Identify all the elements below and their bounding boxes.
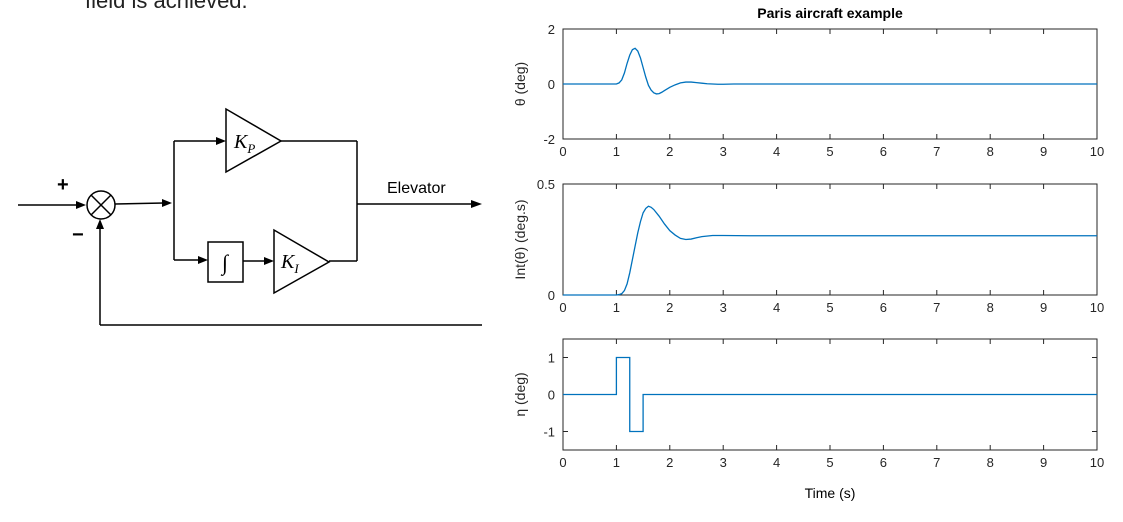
output-arrowhead [471,200,482,208]
x-tick-label-int_theta: 5 [826,300,833,315]
x-tick-label-theta: 10 [1090,144,1104,159]
block-diagram [18,107,482,326]
x-tick-label-theta: 7 [933,144,940,159]
x-tick-label-eta: 10 [1090,455,1104,470]
kp-input-arrowhead [216,137,226,145]
junction-output-line [114,202,165,205]
x-tick-label-eta: 7 [933,455,940,470]
series-line-int_theta [563,205,1097,296]
x-tick-label-theta: 4 [773,144,780,159]
x-tick-label-int_theta: 9 [1040,300,1047,315]
y-tick-label-int_theta: 0 [548,288,555,303]
x-tick-label-theta: 6 [880,144,887,159]
summing-junction-cross-b [90,194,112,216]
x-tick-label-int_theta: 7 [933,300,940,315]
y-axis-label-theta: θ (deg) [512,62,528,106]
y-tick-label-int_theta: 0.5 [537,177,555,192]
feedback-arrowhead [96,219,104,229]
x-tick-label-int_theta: 8 [987,300,994,315]
x-tick-label-eta: 5 [826,455,833,470]
top-text: field is achieved. [85,0,248,13]
x-tick-label-theta: 0 [559,144,566,159]
x-tick-label-theta: 2 [666,144,673,159]
integrator-output-arrowhead [264,257,274,265]
x-tick-label-eta: 6 [880,455,887,470]
x-tick-label-eta: 1 [613,455,620,470]
integrator-symbol: ∫ [220,250,230,276]
integrator-input-arrowhead [198,256,208,264]
x-tick-label-int_theta: 2 [666,300,673,315]
integrator-block [207,241,244,283]
ki-label-main: K [280,251,296,273]
x-tick-label-theta: 3 [720,144,727,159]
kp-gain-block [225,107,283,174]
y-tick-label-theta: 0 [548,77,555,92]
x-tick-label-theta: 9 [1040,144,1047,159]
minus-sign: − [72,224,84,246]
kp-label-sub: P [246,141,255,156]
y-axis-label-int_theta: Int(θ) (deg.s) [512,199,528,279]
x-tick-label-eta: 8 [987,455,994,470]
x-tick-label-int_theta: 6 [880,300,887,315]
y-tick-label-theta: -2 [543,132,555,147]
y-axis-label-eta: η (deg) [512,372,528,416]
input-arrowhead [76,201,86,209]
plot-area-int_theta [562,183,1098,296]
series-line-eta [563,356,1097,433]
y-tick-label-theta: 2 [548,22,555,37]
output-label: Elevator [387,180,446,197]
ki-gain-block [273,228,331,295]
x-tick-label-int_theta: 4 [773,300,780,315]
kp-label-main: K [233,131,249,153]
ki-label-sub: I [293,261,299,276]
x-axis-label: Time (s) [805,485,856,501]
x-tick-label-int_theta: 1 [613,300,620,315]
series-line-theta [563,47,1097,95]
x-tick-label-eta: 0 [559,455,566,470]
x-tick-label-theta: 8 [987,144,994,159]
x-tick-label-int_theta: 0 [559,300,566,315]
x-tick-label-int_theta: 3 [720,300,727,315]
kp-label: KP [233,131,255,156]
x-tick-label-eta: 2 [666,455,673,470]
x-tick-label-eta: 4 [773,455,780,470]
y-tick-label-eta: 1 [548,351,555,366]
plus-sign: + [57,174,69,196]
figure-title: Paris aircraft example [757,5,903,21]
x-tick-label-int_theta: 10 [1090,300,1104,315]
junction-output-arrowhead [162,199,172,207]
x-tick-label-eta: 9 [1040,455,1047,470]
x-tick-label-theta: 5 [826,144,833,159]
y-tick-label-eta: -1 [543,425,555,440]
y-tick-label-eta: 0 [548,388,555,403]
x-tick-label-theta: 1 [613,144,620,159]
x-tick-label-eta: 3 [720,455,727,470]
ki-label: KI [280,251,299,276]
